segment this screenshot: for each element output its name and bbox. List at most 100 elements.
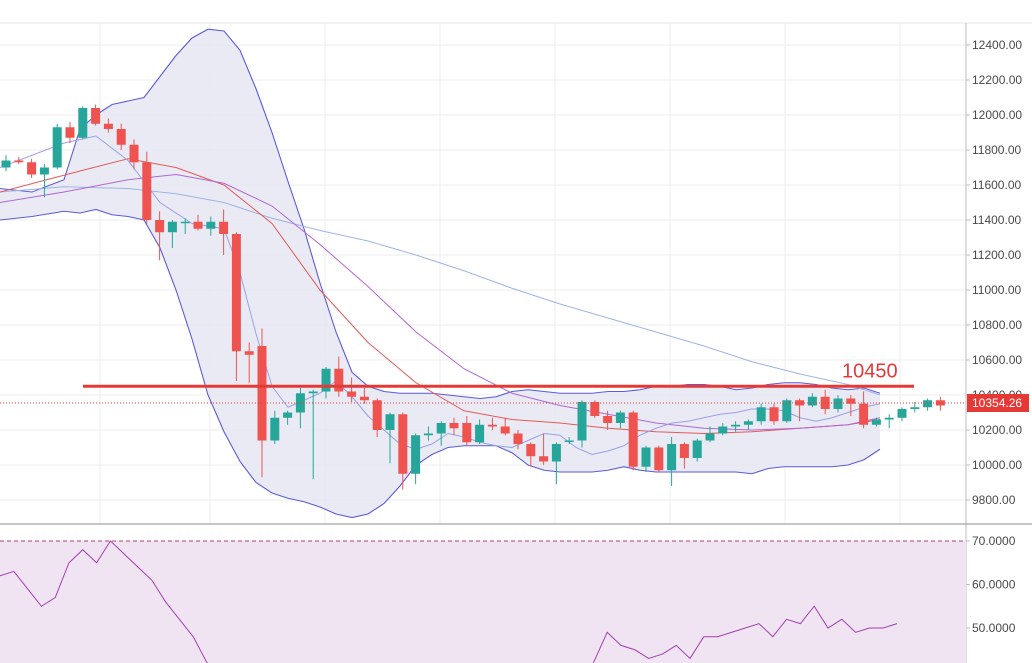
y-tick-label: 10000.00	[972, 458, 1022, 472]
candle-body	[769, 407, 779, 422]
y-tick-label: 11400.00	[972, 213, 1021, 227]
candle	[462, 416, 472, 446]
rsi-tick-label: 50.0000	[972, 621, 1016, 635]
candle-body	[743, 421, 753, 425]
candle	[385, 412, 395, 464]
candle-body	[462, 423, 472, 443]
candle-body	[321, 368, 331, 392]
candle	[641, 445, 651, 472]
candle-body	[923, 400, 933, 408]
candle-body	[539, 456, 549, 462]
rsi-line	[592, 605, 898, 663]
candle-body	[641, 447, 651, 467]
candle	[398, 412, 408, 490]
ma-line-light-blue	[0, 186, 881, 396]
candle-body	[180, 221, 190, 224]
candle-body	[807, 396, 817, 406]
candle	[884, 414, 894, 429]
candle-body	[513, 433, 523, 444]
bollinger-lower-line	[0, 208, 881, 519]
candle	[935, 396, 945, 411]
candle	[219, 209, 229, 255]
candle	[14, 157, 24, 164]
candle	[731, 421, 741, 432]
candle	[411, 433, 421, 485]
candle	[795, 398, 805, 422]
candle-body	[39, 167, 49, 175]
candle	[180, 218, 190, 234]
candle-body	[846, 398, 856, 404]
candle-body	[91, 108, 101, 124]
candle	[423, 426, 433, 441]
candle-body	[756, 407, 766, 422]
candle	[910, 402, 920, 413]
candle	[193, 214, 203, 231]
candle-body	[551, 444, 561, 462]
candle-body	[935, 400, 945, 406]
y-tick-label: 12400.00	[972, 38, 1022, 52]
candle-body	[231, 234, 241, 352]
bollinger-upper-line	[0, 28, 881, 400]
candle	[52, 123, 62, 170]
candle	[129, 139, 139, 170]
candle-body	[500, 426, 510, 434]
candle	[334, 356, 344, 397]
y-tick-label: 10600.00	[972, 353, 1022, 367]
candle	[283, 410, 293, 425]
candle	[807, 393, 817, 408]
y-tick-label: 12000.00	[972, 108, 1022, 122]
candle-body	[411, 435, 421, 474]
candle	[679, 442, 689, 469]
candle	[705, 426, 715, 443]
candle	[577, 400, 587, 448]
y-tick-label: 11000.00	[972, 283, 1021, 297]
y-tick-label: 11800.00	[972, 143, 1021, 157]
candle	[436, 421, 446, 446]
rsi-line	[0, 540, 209, 663]
candle	[91, 104, 101, 126]
candle	[372, 398, 382, 437]
candle-body	[628, 412, 638, 467]
candle	[78, 106, 88, 140]
y-tick-label: 10200.00	[972, 423, 1022, 437]
candle-body	[436, 423, 446, 434]
candle	[526, 442, 536, 467]
candle-body	[27, 162, 37, 175]
candle-body	[692, 440, 702, 458]
last-price-badge	[967, 394, 1029, 413]
price-pane	[0, 23, 966, 524]
candle-body	[129, 144, 139, 163]
candle-body	[871, 419, 881, 425]
candle	[667, 437, 677, 486]
candle-body	[14, 160, 24, 163]
candle-body	[731, 424, 741, 427]
candle	[270, 410, 280, 444]
candle-body	[270, 417, 280, 441]
candle	[654, 445, 664, 472]
candle-body	[577, 402, 587, 441]
candle	[1, 155, 11, 171]
candle-body	[103, 123, 113, 129]
candle	[206, 216, 216, 236]
candle-body	[603, 416, 613, 423]
candle-body	[564, 440, 574, 442]
candle-body	[219, 221, 229, 234]
candle-body	[78, 108, 88, 138]
candle	[923, 398, 933, 411]
candle-body	[155, 220, 165, 233]
rsi-tick-label: 70.0000	[972, 534, 1016, 548]
y-tick-label: 9800.00	[972, 493, 1016, 507]
candle-body	[615, 412, 625, 423]
bollinger-band-fill	[0, 29, 880, 518]
candle	[846, 395, 856, 416]
candle	[615, 410, 625, 429]
candle-body	[142, 162, 152, 220]
candle	[449, 417, 459, 436]
candle-body	[385, 414, 395, 430]
candle-body	[308, 391, 318, 394]
candle-body	[65, 127, 75, 138]
candle-body	[52, 127, 62, 168]
candle	[321, 367, 331, 399]
candle-body	[449, 423, 459, 429]
y-tick-label: 10800.00	[972, 318, 1022, 332]
